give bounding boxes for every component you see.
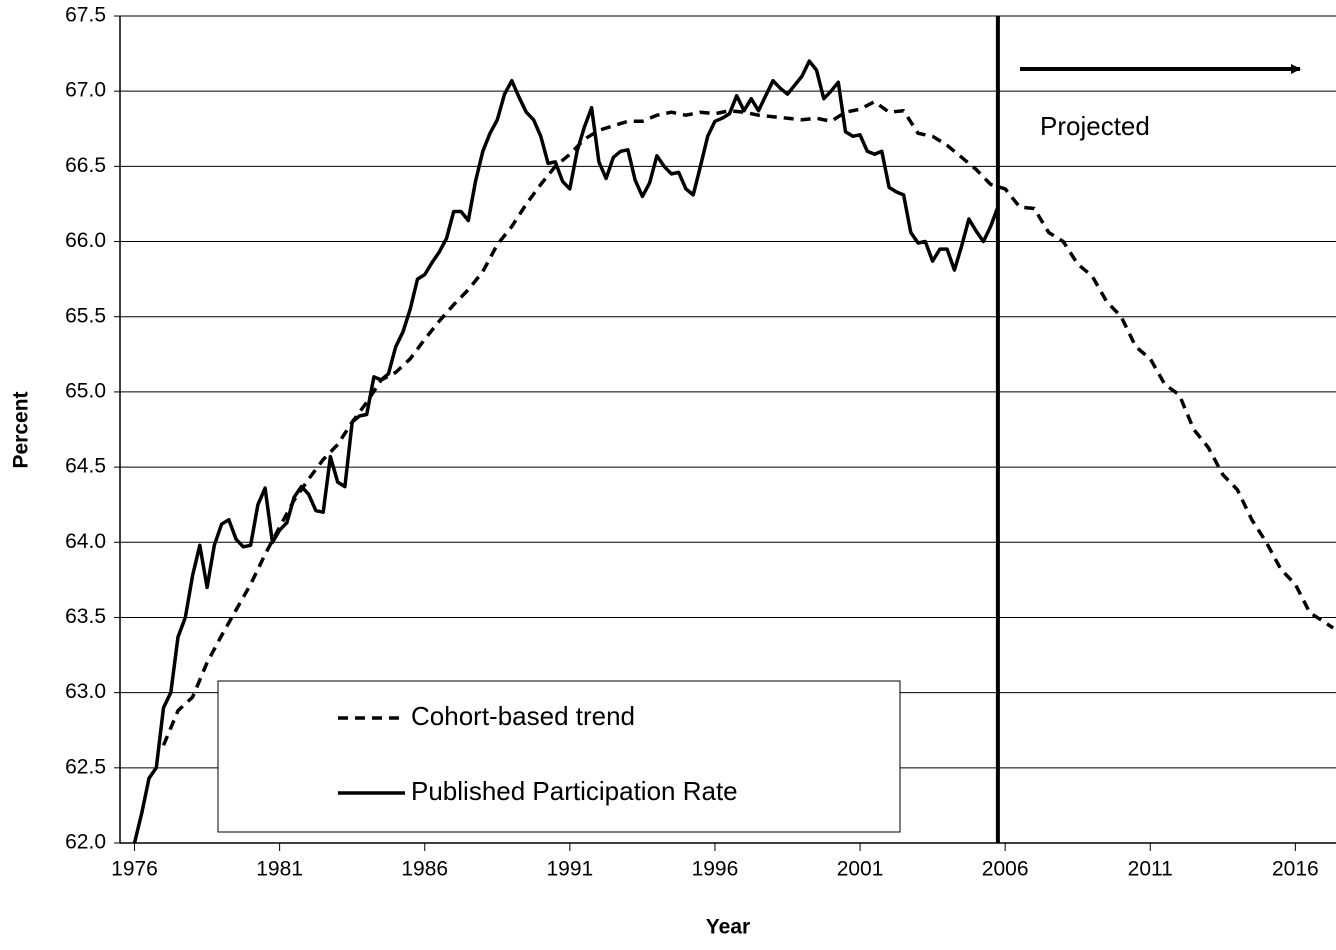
annotation: Projected	[1040, 111, 1150, 141]
y-tick-label: 63.5	[65, 605, 106, 628]
y-tick-label: 67.5	[65, 4, 106, 27]
x-tick-label: 2001	[837, 858, 884, 881]
y-tick-label: 67.0	[65, 79, 106, 102]
y-tick-label: 64.0	[65, 530, 106, 553]
x-tick-label: 2006	[982, 858, 1029, 881]
x-tick-label: 1996	[692, 858, 739, 881]
x-tick-label: 1976	[111, 858, 158, 881]
series-line	[161, 99, 1335, 746]
legend-label: Cohort-based trend	[411, 701, 635, 731]
x-tick-label: 1986	[401, 858, 448, 881]
x-tick-label: 1991	[546, 858, 593, 881]
y-tick-label: 62.5	[65, 755, 106, 778]
x-axis-title: Year	[706, 916, 750, 939]
y-tick-label: 62.0	[65, 831, 106, 854]
y-tick-label: 65.0	[65, 379, 106, 402]
y-tick-label: 64.5	[65, 455, 106, 478]
legend-box	[217, 680, 901, 833]
y-axis-title: Percent	[10, 391, 33, 468]
legend-label: Published Participation Rate	[411, 776, 738, 806]
series-line	[132, 59, 1000, 844]
y-tick-label: 66.0	[65, 229, 106, 252]
x-tick-label: 2011	[1128, 858, 1173, 881]
y-tick-label: 66.5	[65, 154, 106, 177]
y-tick-label: 65.5	[65, 304, 106, 327]
legend: Cohort-based trend Published Participatio…	[217, 680, 901, 833]
y-tick-label: 63.0	[65, 680, 106, 703]
x-tick-label: 1981	[256, 858, 303, 881]
x-tick-label: 2016	[1272, 858, 1319, 881]
